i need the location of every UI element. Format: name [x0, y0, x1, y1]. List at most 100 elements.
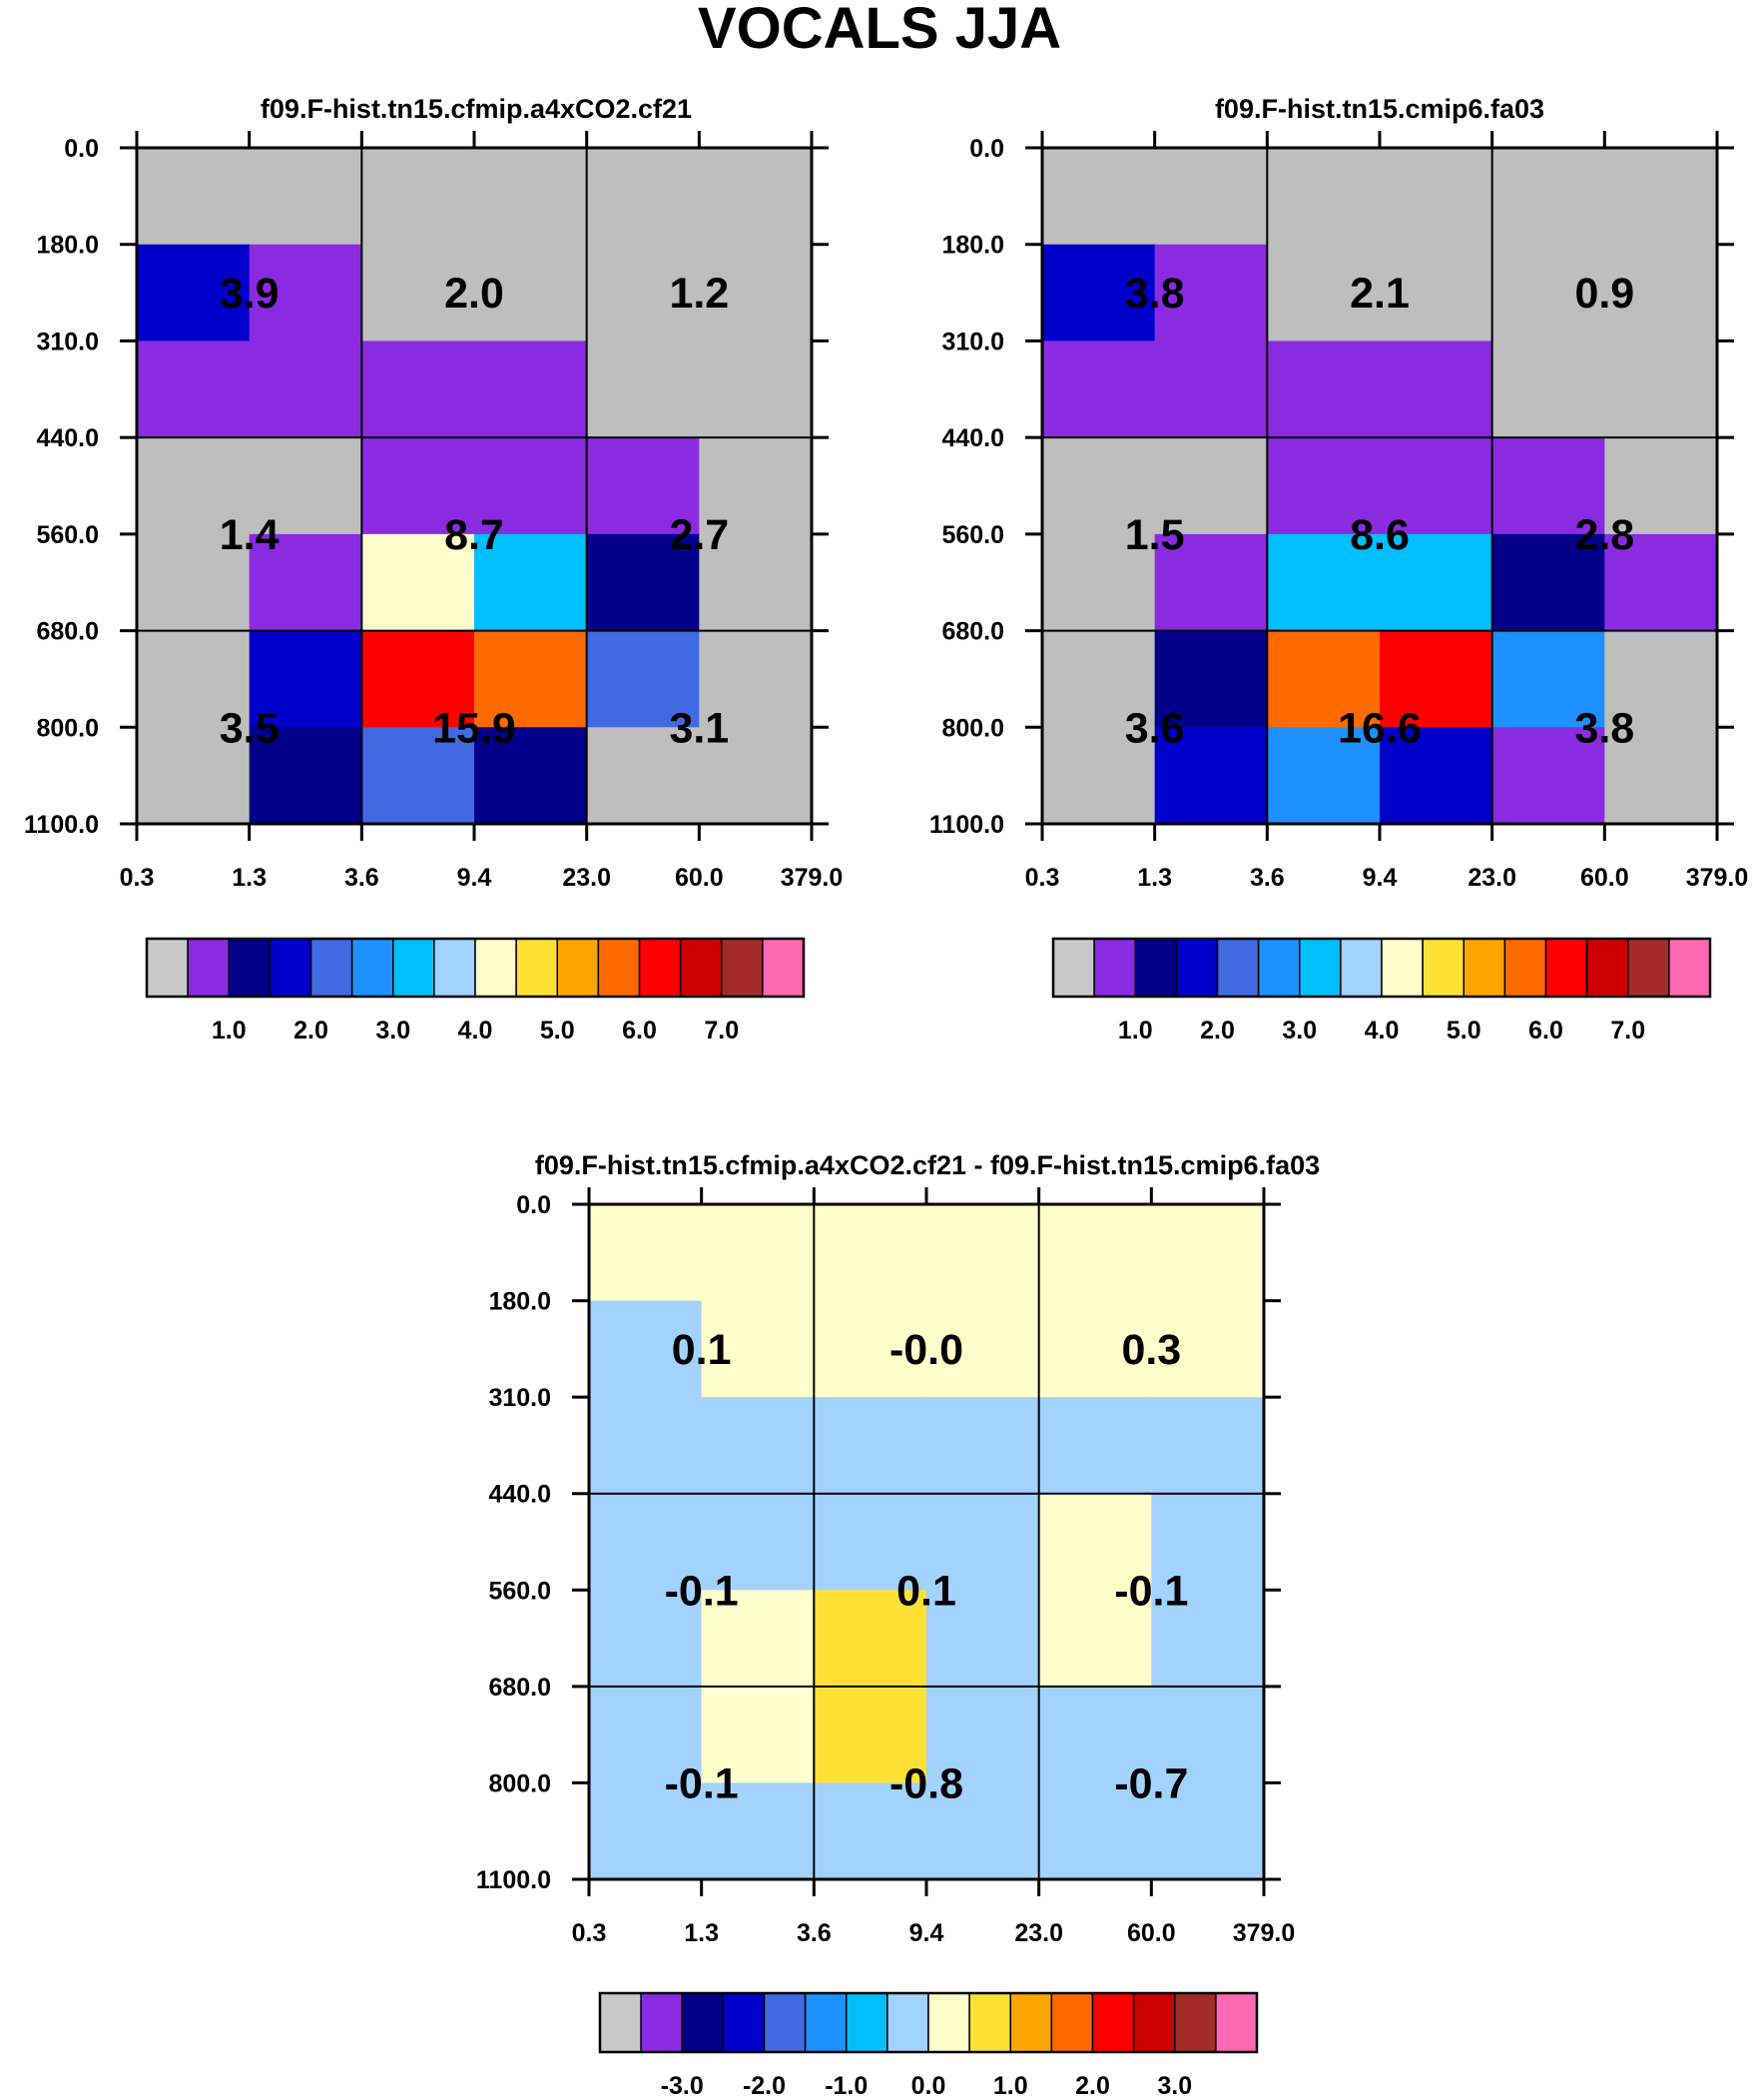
colorbar-swatch	[515, 938, 558, 998]
colorbar-label: -1.0	[825, 2072, 868, 2100]
x-tick-label: 60.0	[1127, 1919, 1176, 1947]
colorbar-swatch	[1216, 938, 1260, 998]
heatmap-cell	[1267, 437, 1381, 535]
heatmap-cell	[701, 1300, 815, 1398]
cell-value-label: 3.5	[220, 704, 280, 752]
colorbar-swatch	[1091, 1992, 1135, 2053]
y-tick-label: 0.0	[516, 1191, 551, 1219]
heatmap-cell	[701, 1686, 815, 1784]
heatmap-cell	[814, 1300, 927, 1398]
colorbar-swatch	[1052, 938, 1095, 998]
colorbar-1: 1.0 2.0 3.0 4.0 5.0 6.0 7.0	[145, 937, 806, 1045]
colorbar-swatch	[762, 938, 805, 998]
heatmap-cell	[1604, 533, 1718, 632]
colorbar-label: 4.0	[1365, 1017, 1400, 1045]
heatmap-cell	[1154, 533, 1268, 632]
heatmap-cell	[474, 341, 588, 438]
heatmap-cell	[589, 1686, 703, 1784]
panel-title: f09.F-hist.tn15.cmip6.fa03	[1215, 94, 1544, 124]
colorbar-label: 0.0	[911, 2072, 946, 2100]
heatmap-cell	[249, 630, 362, 728]
heatmap-cell	[361, 533, 475, 632]
heatmap-cell	[137, 727, 251, 825]
heatmap-cell	[474, 727, 588, 825]
panels: 0.0 180.0 310.0 440.0 560.0 680.0 800.0 1100.0 0…	[24, 94, 1748, 1947]
colorbar-swatch	[474, 938, 517, 998]
y-tick-label: 0.0	[64, 135, 99, 163]
heatmap-cell	[589, 1397, 703, 1495]
heatmap-cell	[1267, 244, 1381, 343]
colorbar-3: -3.0 -2.0 -1.0 0.0 1.0 2.0 3.0	[598, 1991, 1259, 2100]
heatmap-cell	[586, 148, 700, 246]
cell-value-label: 1.2	[669, 270, 729, 318]
x-tick-label: 1.3	[232, 864, 267, 892]
heatmap-cell	[1042, 244, 1156, 343]
colorbar-swatch	[1299, 938, 1342, 998]
colorbar-swatch	[350, 938, 394, 998]
y-tick-label: 180.0	[36, 232, 99, 260]
heatmap-cell	[701, 1782, 815, 1880]
heatmap-cell	[1380, 630, 1493, 728]
heatmap-cell	[586, 727, 700, 825]
colorbar-frame	[1051, 937, 1712, 999]
cell-value-label: 2.7	[669, 511, 729, 559]
heatmap-cell	[249, 727, 362, 825]
heatmap-cell	[1491, 727, 1605, 825]
x-tick-label: 9.4	[1363, 864, 1398, 892]
colorbar-label: 2.0	[1075, 2072, 1110, 2100]
colorbar-label: 2.0	[1200, 1017, 1235, 1045]
cell-value-label: 0.9	[1574, 270, 1634, 318]
heatmap-cell	[137, 533, 251, 632]
panel-title: f09.F-hist.tn15.cfmip.a4xCO2.cf21	[261, 94, 692, 124]
heatmap-cell	[249, 533, 362, 632]
heatmap-cell	[926, 1397, 1040, 1495]
cell-value-label: 3.8	[1574, 704, 1634, 752]
colorbar-label: 5.0	[1447, 1017, 1481, 1045]
heatmap-cell	[1491, 244, 1605, 343]
heatmap-cell	[361, 630, 475, 728]
heatmap-cell	[1491, 630, 1605, 728]
panel-3: 0.0 180.0 310.0 440.0 560.0 680.0 800.0 1100.0 0…	[476, 1150, 1320, 1947]
colorbar-swatch	[804, 1992, 848, 2053]
heatmap-cell	[586, 341, 700, 438]
heatmap-cell	[1038, 1300, 1152, 1398]
colorbar-swatch	[1422, 938, 1465, 998]
cell-value-label: 2.1	[1350, 270, 1410, 318]
colorbar-label: 3.0	[1282, 1017, 1317, 1045]
heatmap-cell	[589, 1493, 703, 1591]
heatmap-cell	[474, 244, 588, 343]
colorbar-label: 2.0	[293, 1017, 328, 1045]
heatmap-cell	[1604, 727, 1718, 825]
heatmap-cell	[137, 437, 251, 535]
heatmap-cell	[474, 533, 588, 632]
heatmap-cell	[814, 1397, 927, 1495]
panel-title: f09.F-hist.tn15.cfmip.a4xCO2.cf21 - f09.…	[535, 1150, 1320, 1180]
colorbar-frame	[145, 937, 806, 999]
y-tick-label: 440.0	[941, 424, 1004, 452]
y-tick-label: 310.0	[941, 328, 1004, 355]
y-tick-label: 440.0	[36, 424, 99, 452]
heatmap-cell	[361, 727, 475, 825]
colorbar-swatch	[1050, 1992, 1094, 2053]
heatmap-cell	[586, 533, 700, 632]
cell-value-label: 16.6	[1338, 704, 1422, 752]
colorbar-label: 6.0	[1528, 1017, 1563, 1045]
heatmap-cell	[1267, 630, 1381, 728]
colorbar-swatch	[1132, 1992, 1176, 2053]
colorbar-label: 6.0	[622, 1017, 657, 1045]
heatmap-cell	[926, 1686, 1040, 1784]
heatmap-cell	[589, 1782, 703, 1880]
colorbar-swatch	[1257, 938, 1301, 998]
heatmap-cell	[1151, 1300, 1265, 1398]
heatmap-cell	[1154, 244, 1268, 343]
cell-value-label: 8.6	[1350, 511, 1410, 559]
heatmap-cell	[1491, 341, 1605, 438]
heatmap-cell	[701, 1397, 815, 1495]
heatmap-cell	[1604, 148, 1718, 246]
heatmap-cell	[926, 1782, 1040, 1880]
heatmap-cell	[1491, 437, 1605, 535]
heatmap-cell	[814, 1493, 927, 1591]
colorbar-label: -3.0	[661, 2072, 704, 2100]
x-tick-label: 0.3	[120, 864, 155, 892]
heatmap-cell	[1154, 727, 1268, 825]
